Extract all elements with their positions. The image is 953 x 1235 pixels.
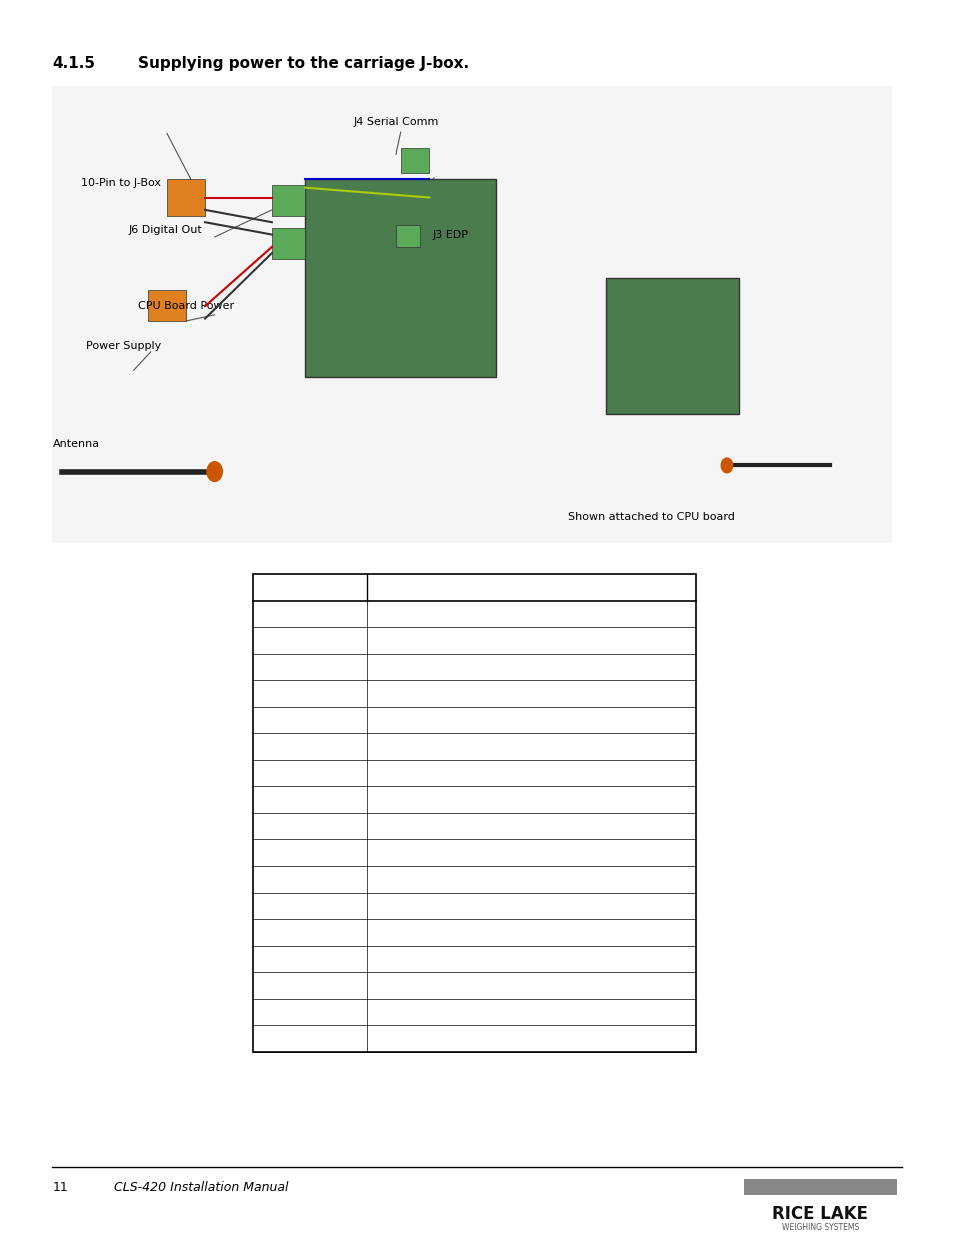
Bar — [743, 1179, 896, 1195]
Text: Cable Tie,3in Nylon: Cable Tie,3in Nylon — [375, 873, 489, 885]
Text: 4.1.5: 4.1.5 — [52, 56, 95, 70]
Text: Board Assy, Universal: Board Assy, Universal — [375, 608, 503, 620]
Text: Tubing,Heat Shrink 3/8: Tubing,Heat Shrink 3/8 — [375, 899, 509, 913]
Text: 112226: 112226 — [287, 634, 333, 647]
Text: Supplying power to the carriage J-box.: Supplying power to the carriage J-box. — [138, 56, 469, 70]
Text: Wire,22AWG Green Stranded: Wire,22AWG Green Stranded — [375, 793, 545, 806]
Text: CONN,6 Pos Screw Terminal: CONN,6 Pos Screw Terminal — [375, 979, 537, 992]
Text: 109266: 109266 — [287, 608, 333, 620]
Text: Wire,22AWG Red Stranded: Wire,22AWG Red Stranded — [375, 767, 532, 779]
Text: 15429: 15429 — [291, 846, 329, 860]
Bar — [272, 228, 305, 259]
Text: Antenna: Antenna — [52, 440, 99, 450]
Text: 15422: 15422 — [291, 767, 329, 779]
Text: RICE LAKE: RICE LAKE — [772, 1205, 867, 1223]
Text: Wire,22AWG White Stranded: Wire,22AWG White Stranded — [375, 846, 544, 860]
Bar — [253, 574, 696, 1052]
Text: 11: 11 — [52, 1182, 69, 1194]
Text: Strap,Tie 8 in Length: Strap,Tie 8 in Length — [375, 952, 497, 966]
Text: 71126: 71126 — [291, 1005, 329, 1019]
Text: 15631: 15631 — [291, 873, 329, 885]
Text: 120998: 120998 — [288, 740, 332, 753]
Bar — [400, 148, 429, 173]
Text: Description: Description — [492, 580, 571, 594]
Text: Part #: Part # — [288, 580, 332, 594]
Text: 70599: 70599 — [291, 979, 329, 992]
Text: Wire,22AWG Blue Stranded: Wire,22AWG Blue Stranded — [375, 820, 536, 832]
Text: Glue,Jet-Melt: Glue,Jet-Melt — [375, 687, 451, 700]
Text: CLS-420 Installation Manual: CLS-420 Installation Manual — [114, 1182, 289, 1194]
Bar — [148, 290, 186, 321]
Text: 10-Pin to J-Box: 10-Pin to J-Box — [81, 178, 161, 188]
Text: 118877: 118877 — [288, 714, 332, 726]
Bar — [395, 225, 419, 247]
Text: Label,Anti-Static Warning: Label,Anti-Static Warning — [375, 926, 524, 939]
Text: CONN,4 Pos Screw Terminal: CONN,4 Pos Screw Terminal — [375, 1005, 537, 1019]
Bar — [272, 185, 305, 216]
Circle shape — [207, 462, 222, 482]
Text: 98357: 98357 — [292, 1032, 328, 1045]
Bar — [605, 278, 739, 414]
Text: 15426: 15426 — [291, 820, 329, 832]
Text: CPU Board Power: CPU Board Power — [138, 301, 234, 311]
Text: Antenna, 2.4GHz 802.11B/G: Antenna, 2.4GHz 802.11B/G — [375, 1032, 540, 1045]
Text: 15425: 15425 — [291, 793, 329, 806]
Text: 58579: 58579 — [292, 952, 328, 966]
Text: 115509: 115509 — [288, 687, 332, 700]
Text: 15642: 15642 — [291, 899, 329, 913]
Circle shape — [720, 458, 732, 473]
Text: J4 Serial Comm: J4 Serial Comm — [353, 117, 438, 127]
Text: J6 Digital Out: J6 Digital Out — [129, 225, 202, 235]
Text: J3 EDP: J3 EDP — [432, 230, 468, 240]
Text: Cable ASSY,Power Supply: Cable ASSY,Power Supply — [375, 714, 525, 726]
Text: Cable RF UFL to RSMA 6in: Cable RF UFL to RSMA 6in — [375, 661, 527, 673]
Bar — [167, 179, 205, 216]
Text: 112228: 112228 — [287, 661, 333, 673]
Text: Cable Assy, Serial Input: Cable Assy, Serial Input — [375, 740, 515, 753]
Text: Module, Wifi Matchport, Custom  Firmware: Module, Wifi Matchport, Custom Firmware — [375, 634, 625, 647]
Text: 21896: 21896 — [291, 926, 329, 939]
Bar — [52, 86, 891, 543]
Bar — [305, 179, 496, 377]
Text: WEIGHING SYSTEMS: WEIGHING SYSTEMS — [781, 1224, 858, 1233]
Text: Shown attached to CPU board: Shown attached to CPU board — [567, 513, 734, 522]
Text: Power Supply: Power Supply — [86, 341, 161, 351]
